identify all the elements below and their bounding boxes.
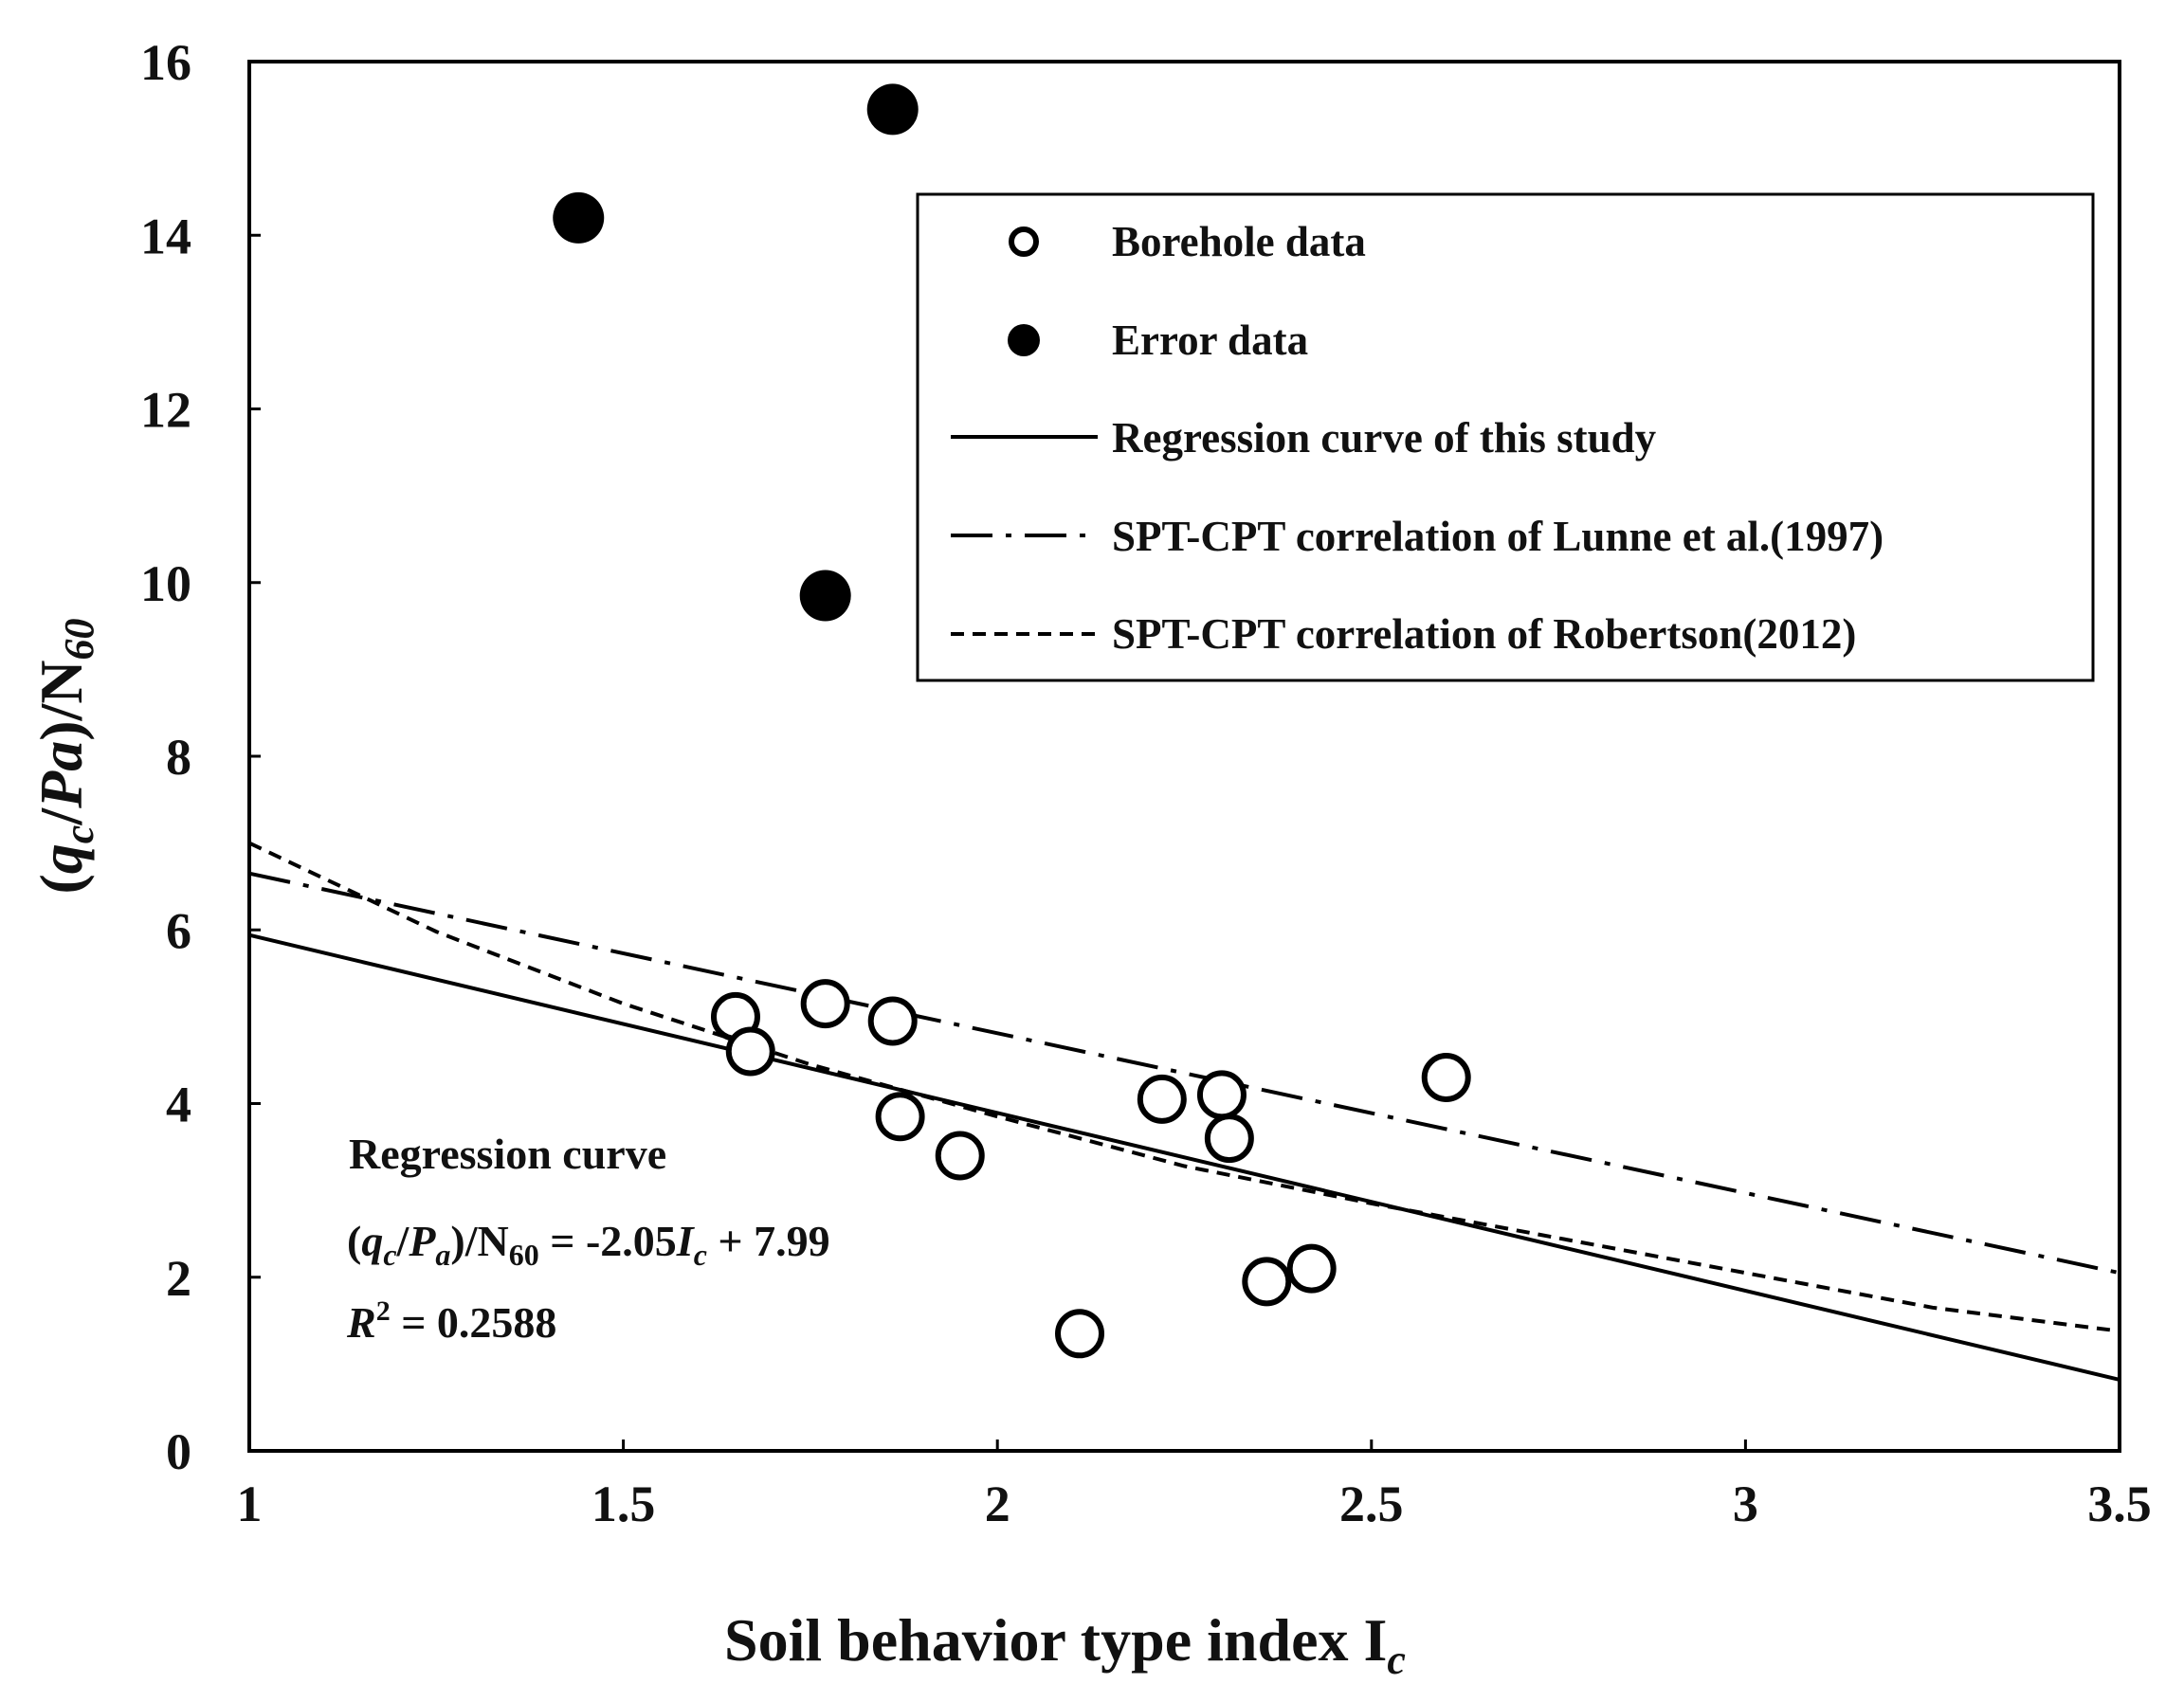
annotation-equation: (qc/Pa)/N60 = -2.05Ic + 7.99 xyxy=(347,1217,830,1272)
series-lines xyxy=(248,841,2120,1382)
x-tick-label: 1.5 xyxy=(592,1476,656,1532)
borehole-data-point xyxy=(1055,1309,1105,1359)
legend-label-borehole: Borehole data xyxy=(1112,218,1366,265)
borehole-data-point xyxy=(1421,1053,1471,1103)
y-tick-label: 6 xyxy=(166,902,191,959)
legend-symbol-borehole xyxy=(1009,226,1039,257)
series-markers xyxy=(553,83,1471,1359)
borehole-data-point xyxy=(875,1092,925,1142)
y-tick-label: 2 xyxy=(166,1250,191,1307)
x-axis-ticks: 1 1.5 2 2.5 3 3.5 xyxy=(237,1439,2152,1532)
y-tick-label: 14 xyxy=(140,208,191,264)
borehole-data-point xyxy=(1137,1074,1187,1124)
x-tick-label: 2.5 xyxy=(1339,1476,1404,1532)
borehole-data-point xyxy=(935,1131,985,1181)
borehole-data-point xyxy=(725,1026,775,1077)
borehole-data-point xyxy=(800,979,850,1029)
legend-label-error: Error data xyxy=(1112,317,1308,364)
borehole-data-point xyxy=(1204,1114,1254,1164)
y-tick-label: 16 xyxy=(140,34,191,91)
y-tick-label: 12 xyxy=(140,382,191,439)
legend-label-regression: Regression curve of this study xyxy=(1112,414,1657,462)
x-axis-title: Soil behavior type index Ic xyxy=(724,1606,1406,1683)
x-tick-label: 2 xyxy=(985,1476,1010,1532)
legend-label-lunne: SPT-CPT correlation of Lunne et al.(1997… xyxy=(1112,513,1884,560)
error-data-point xyxy=(866,83,919,136)
y-tick-label: 0 xyxy=(166,1423,191,1480)
error-data-point xyxy=(553,191,605,244)
x-tick-label: 3.5 xyxy=(2087,1476,2152,1532)
legend-box xyxy=(916,192,2095,682)
borehole-data-point xyxy=(867,996,918,1046)
y-tick-label: 10 xyxy=(140,555,191,612)
y-axis-ticks: 0 2 4 6 8 10 12 14 16 xyxy=(140,34,261,1480)
legend-label-robertson: SPT-CPT correlation of Robertson(2012) xyxy=(1112,610,1856,658)
y-tick-label: 8 xyxy=(166,729,191,786)
borehole-data-point xyxy=(1286,1243,1337,1294)
error-data-point xyxy=(799,570,851,622)
borehole-data-point xyxy=(1242,1257,1292,1307)
legend-symbol-error xyxy=(1008,324,1040,356)
legend: Borehole data Error data Regression curv… xyxy=(916,192,2095,682)
annotation-title: Regression curve xyxy=(349,1130,666,1178)
x-tick-label: 1 xyxy=(237,1476,263,1532)
regression-annotation: Regression curve (qc/Pa)/N60 = -2.05Ic +… xyxy=(346,1130,830,1347)
robertson-correlation-line xyxy=(248,841,2120,1333)
regression-line xyxy=(248,932,2120,1382)
y-axis-title: (qc/Pa)/N60 xyxy=(27,618,102,894)
borehole-data-point xyxy=(1196,1070,1247,1120)
lunne-correlation-line xyxy=(248,871,2120,1276)
y-tick-label: 4 xyxy=(166,1077,191,1133)
x-tick-label: 3 xyxy=(1733,1476,1758,1532)
annotation-r-squared: R2 = 0.2588 xyxy=(346,1295,556,1347)
